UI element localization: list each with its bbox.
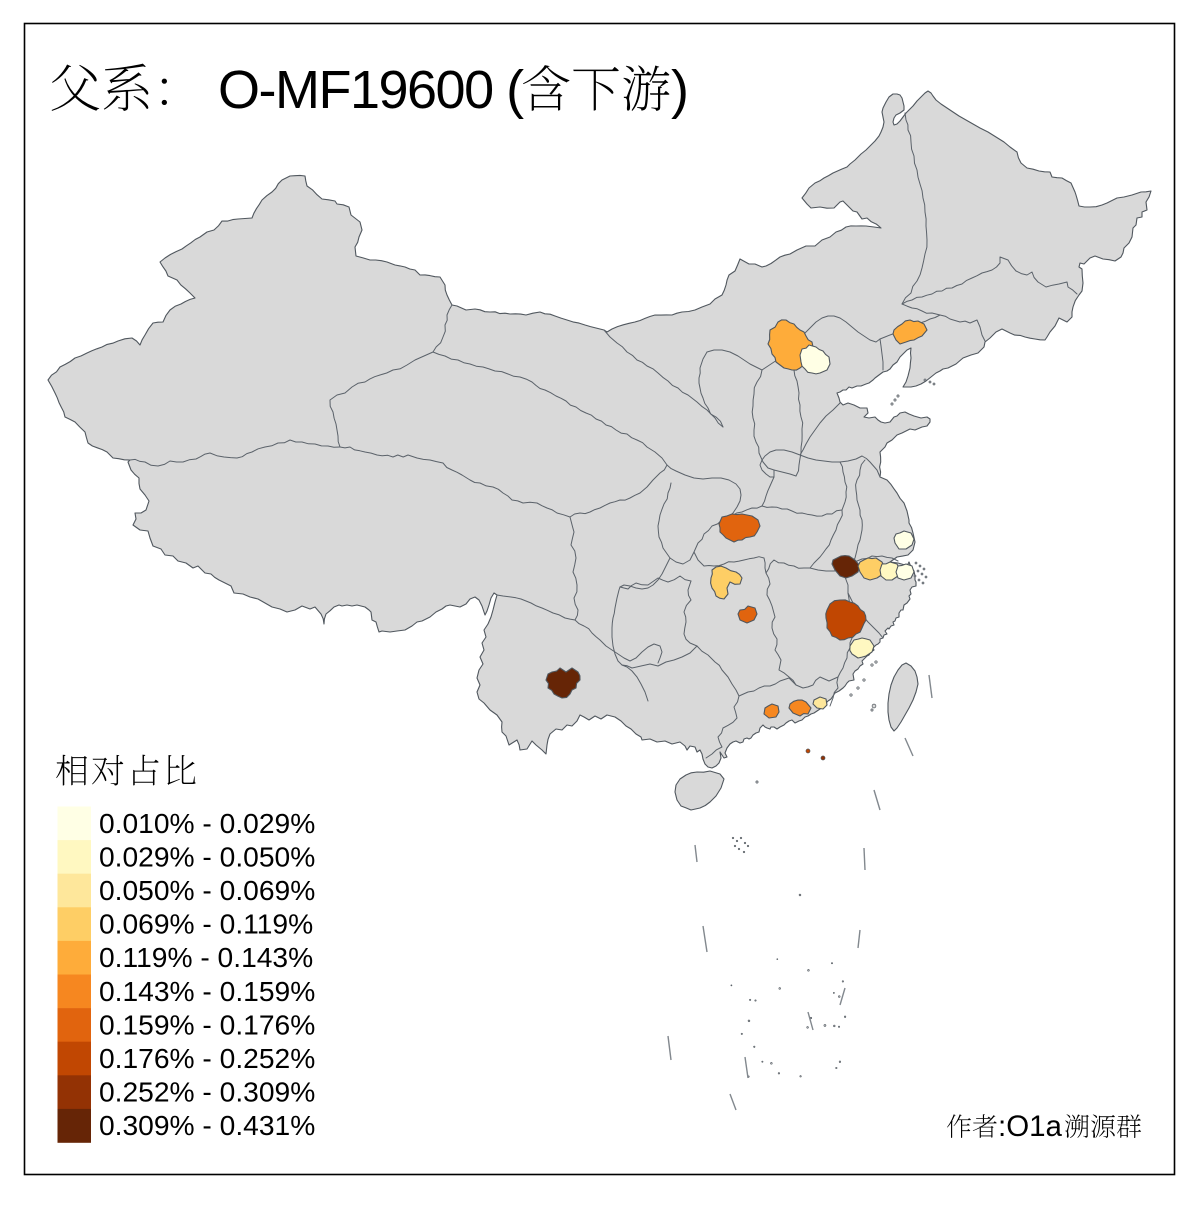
svg-text:0.119% - 0.143%: 0.119% - 0.143% — [99, 941, 313, 973]
svg-text:O-MF19600 (: O-MF19600 ( — [218, 60, 524, 120]
svg-text:0.176% - 0.252%: 0.176% - 0.252% — [99, 1042, 315, 1074]
svg-text:0.252% - 0.309%: 0.252% - 0.309% — [99, 1076, 315, 1108]
svg-text:0.010% - 0.029%: 0.010% - 0.029% — [99, 807, 315, 839]
svg-text:): ) — [671, 60, 689, 120]
svg-text:0.143% - 0.159%: 0.143% - 0.159% — [99, 975, 315, 1007]
svg-text:0.029% - 0.050%: 0.029% - 0.050% — [99, 840, 315, 872]
svg-text:0.050% - 0.069%: 0.050% - 0.069% — [99, 874, 315, 906]
svg-text:0.309% - 0.431%: 0.309% - 0.431% — [99, 1109, 315, 1141]
svg-text:0.159% - 0.176%: 0.159% - 0.176% — [99, 1008, 315, 1040]
svg-text:0.069% - 0.119%: 0.069% - 0.119% — [99, 908, 313, 940]
svg-text::O1a: :O1a — [998, 1110, 1063, 1143]
